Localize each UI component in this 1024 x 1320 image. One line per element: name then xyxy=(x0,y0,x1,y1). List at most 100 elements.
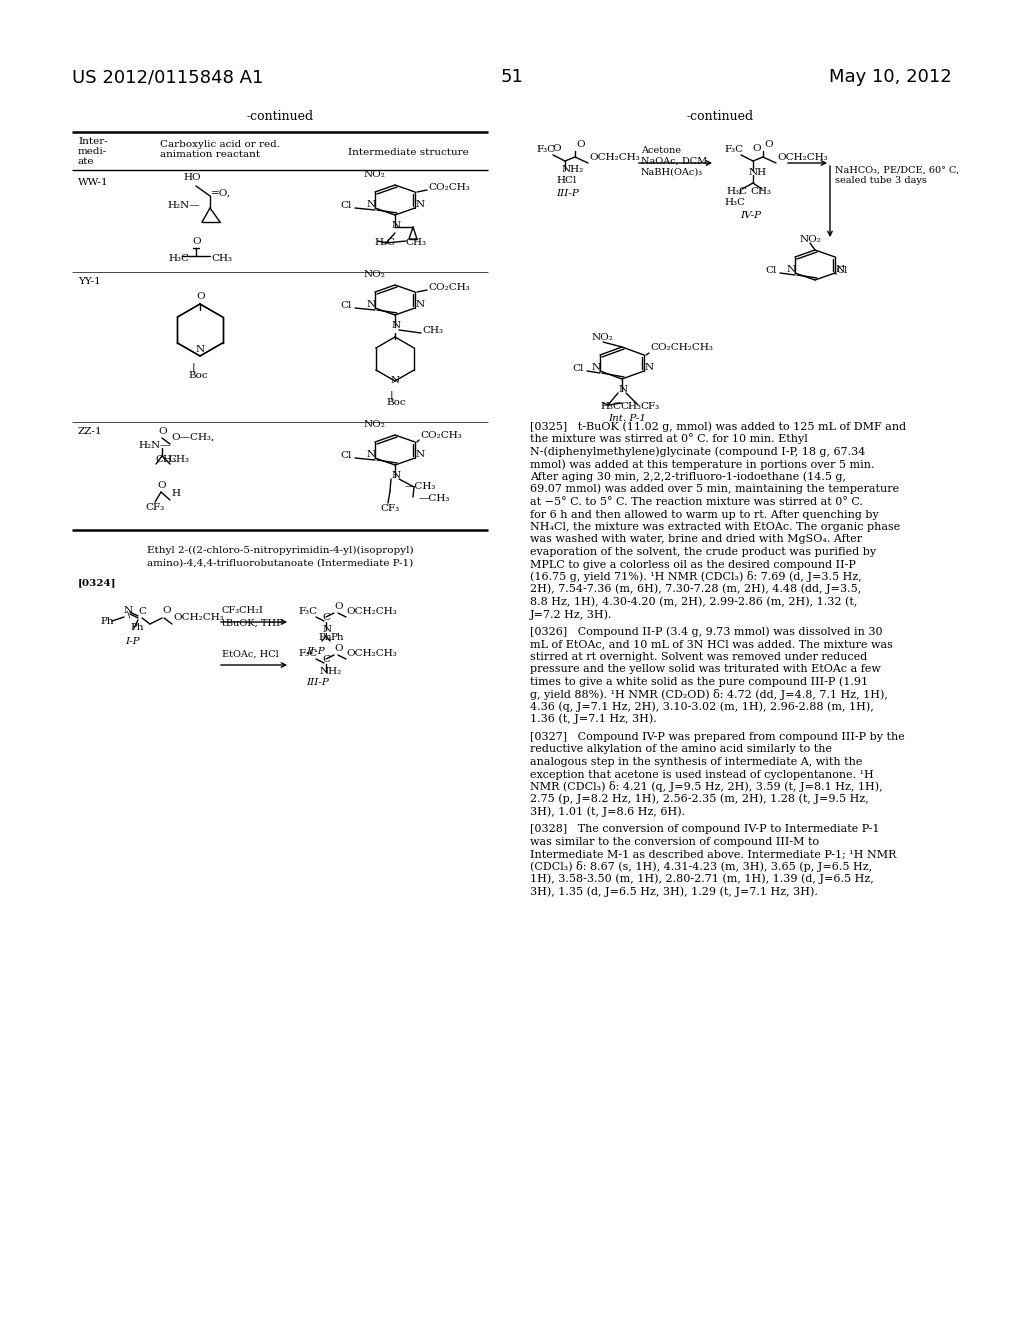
Text: 51: 51 xyxy=(501,69,523,86)
Text: exception that acetone is used instead of cyclopentanone. ¹H: exception that acetone is used instead o… xyxy=(530,770,873,780)
Text: [0327]   Compound IV-P was prepared from compound III-P by the: [0327] Compound IV-P was prepared from c… xyxy=(530,733,905,742)
Text: 3H), 1.01 (t, J=8.6 Hz, 6H).: 3H), 1.01 (t, J=8.6 Hz, 6H). xyxy=(530,807,685,817)
Text: -continued: -continued xyxy=(247,110,313,123)
Text: O: O xyxy=(158,426,167,436)
Text: 1H), 3.58-3.50 (m, 1H), 2.80-2.71 (m, 1H), 1.39 (d, J=6.5 Hz,: 1H), 3.58-3.50 (m, 1H), 2.80-2.71 (m, 1H… xyxy=(530,874,873,884)
Text: tBuOK, THF: tBuOK, THF xyxy=(222,619,283,628)
Text: OCH₂CH₃: OCH₂CH₃ xyxy=(346,607,396,616)
Text: O: O xyxy=(764,140,773,149)
Text: CO₂CH₂CH₃: CO₂CH₂CH₃ xyxy=(650,343,713,352)
Text: N: N xyxy=(124,606,133,615)
Text: medi-: medi- xyxy=(78,147,108,156)
Text: N: N xyxy=(416,300,425,309)
Text: III-P: III-P xyxy=(556,189,579,198)
Text: O: O xyxy=(552,144,560,153)
Text: [0324]: [0324] xyxy=(78,578,117,587)
Text: CH₃: CH₃ xyxy=(422,326,443,335)
Text: Cl: Cl xyxy=(340,301,351,310)
Text: Ph: Ph xyxy=(130,623,143,632)
Text: O: O xyxy=(162,606,171,615)
Text: OCH₂CH₃: OCH₂CH₃ xyxy=(589,153,640,162)
Text: N-(diphenylmethylene)glycinate (compound I-P, 18 g, 67.34: N-(diphenylmethylene)glycinate (compound… xyxy=(530,446,865,457)
Text: H₂N—: H₂N— xyxy=(138,441,171,450)
Text: Cl: Cl xyxy=(572,364,584,374)
Text: was similar to the conversion of compound III-M to: was similar to the conversion of compoun… xyxy=(530,837,819,847)
Text: NO₂: NO₂ xyxy=(364,170,386,180)
Text: CO₂CH₃: CO₂CH₃ xyxy=(428,282,470,292)
Text: N: N xyxy=(323,624,332,634)
Text: OCH₂CH₃: OCH₂CH₃ xyxy=(777,153,827,162)
Text: Intermediate M-1 as described above. Intermediate P-1; ¹H NMR: Intermediate M-1 as described above. Int… xyxy=(530,850,896,859)
Text: NO₂: NO₂ xyxy=(364,271,386,279)
Text: =O,: =O, xyxy=(211,189,231,198)
Text: NH: NH xyxy=(749,168,767,177)
Text: F₃C: F₃C xyxy=(298,649,317,657)
Text: animation reactant: animation reactant xyxy=(160,150,260,158)
Text: O: O xyxy=(334,644,343,653)
Text: N: N xyxy=(416,201,425,209)
Text: [0328]   The conversion of compound IV-P to Intermediate P-1: [0328] The conversion of compound IV-P t… xyxy=(530,825,880,834)
Text: N: N xyxy=(196,345,205,354)
Text: 3H), 1.35 (d, J=6.5 Hz, 3H), 1.29 (t, J=7.1 Hz, 3H).: 3H), 1.35 (d, J=6.5 Hz, 3H), 1.29 (t, J=… xyxy=(530,887,818,898)
Text: C: C xyxy=(138,607,146,616)
Text: H₃C: H₃C xyxy=(168,253,189,263)
Text: |: | xyxy=(390,389,393,400)
Text: analogous step in the synthesis of intermediate A, with the: analogous step in the synthesis of inter… xyxy=(530,756,862,767)
Text: OCH₂CH₃: OCH₂CH₃ xyxy=(173,612,224,622)
Text: After aging 30 min, 2,2,2-trifluoro-1-iodoethane (14.5 g,: After aging 30 min, 2,2,2-trifluoro-1-io… xyxy=(530,471,846,482)
Text: CH₃: CH₃ xyxy=(620,403,641,411)
Text: Cl: Cl xyxy=(340,451,351,459)
Text: I-P: I-P xyxy=(125,638,139,645)
Text: C: C xyxy=(322,655,330,664)
Text: N: N xyxy=(367,300,376,309)
Text: NO₂: NO₂ xyxy=(364,420,386,429)
Text: NO₂: NO₂ xyxy=(800,235,822,244)
Text: EtOAc, HCl: EtOAc, HCl xyxy=(222,649,279,659)
Text: H₂N—: H₂N— xyxy=(167,201,200,210)
Text: at −5° C. to 5° C. The reaction mixture was stirred at 0° C.: at −5° C. to 5° C. The reaction mixture … xyxy=(530,498,863,507)
Text: CH₃: CH₃ xyxy=(211,253,232,263)
Text: sealed tube 3 days: sealed tube 3 days xyxy=(835,176,927,185)
Text: O: O xyxy=(193,238,201,246)
Text: CF₃: CF₃ xyxy=(145,503,164,512)
Text: (16.75 g, yield 71%). ¹H NMR (CDCl₃) δ: 7.69 (d, J=3.5 Hz,: (16.75 g, yield 71%). ¹H NMR (CDCl₃) δ: … xyxy=(530,572,862,582)
Text: ZZ-1: ZZ-1 xyxy=(78,426,102,436)
Text: O: O xyxy=(575,140,585,149)
Text: NaOAc, DCM: NaOAc, DCM xyxy=(641,157,708,166)
Text: Intermediate structure: Intermediate structure xyxy=(348,148,469,157)
Text: \: \ xyxy=(127,610,130,619)
Text: 8.8 Hz, 1H), 4.30-4.20 (m, 2H), 2.99-2.86 (m, 2H), 1.32 (t,: 8.8 Hz, 1H), 4.30-4.20 (m, 2H), 2.99-2.8… xyxy=(530,597,857,607)
Text: F₃C: F₃C xyxy=(536,145,555,154)
Text: F₃C: F₃C xyxy=(298,607,317,616)
Text: H₃C: H₃C xyxy=(600,403,621,411)
Text: F₃C: F₃C xyxy=(724,145,743,154)
Text: NaBH(OAc)₃: NaBH(OAc)₃ xyxy=(641,168,703,177)
Text: N: N xyxy=(391,376,400,385)
Text: 4.36 (q, J=7.1 Hz, 2H), 3.10-3.02 (m, 1H), 2.96-2.88 (m, 1H),: 4.36 (q, J=7.1 Hz, 2H), 3.10-3.02 (m, 1H… xyxy=(530,701,873,711)
Text: HO: HO xyxy=(183,173,201,182)
Text: Carboxylic acid or red.: Carboxylic acid or red. xyxy=(160,140,280,149)
Text: YY-1: YY-1 xyxy=(78,277,100,286)
Text: NaHCO₃, PE/DCE, 60° C,: NaHCO₃, PE/DCE, 60° C, xyxy=(835,166,959,176)
Text: 2H), 7.54-7.36 (m, 6H), 7.30-7.28 (m, 2H), 4.48 (dd, J=3.5,: 2H), 7.54-7.36 (m, 6H), 7.30-7.28 (m, 2H… xyxy=(530,583,861,594)
Text: Cl: Cl xyxy=(340,201,351,210)
Text: O: O xyxy=(157,480,166,490)
Text: II-P: II-P xyxy=(306,647,325,656)
Text: 69.07 mmol) was added over 5 min, maintaining the temperature: 69.07 mmol) was added over 5 min, mainta… xyxy=(530,484,899,495)
Text: mmol) was added at this temperature in portions over 5 min.: mmol) was added at this temperature in p… xyxy=(530,459,874,470)
Text: Cl: Cl xyxy=(836,267,848,275)
Text: N: N xyxy=(836,265,845,275)
Text: NO₂: NO₂ xyxy=(592,333,613,342)
Text: reductive alkylation of the amino acid similarly to the: reductive alkylation of the amino acid s… xyxy=(530,744,831,755)
Text: O: O xyxy=(196,292,205,301)
Text: N: N xyxy=(592,363,601,372)
Text: Ph: Ph xyxy=(100,616,114,626)
Text: III-P: III-P xyxy=(306,678,329,686)
Text: pressure and the yellow solid was triturated with EtOAc a few: pressure and the yellow solid was tritur… xyxy=(530,664,881,675)
Text: H₃C: H₃C xyxy=(724,198,745,207)
Text: |: | xyxy=(193,362,196,371)
Text: C: C xyxy=(322,612,330,622)
Text: NMR (CDCl₃) δ: 4.21 (q, J=9.5 Hz, 2H), 3.59 (t, J=8.1 Hz, 1H),: NMR (CDCl₃) δ: 4.21 (q, J=9.5 Hz, 2H), 3… xyxy=(530,781,883,792)
Text: US 2012/0115848 A1: US 2012/0115848 A1 xyxy=(72,69,263,86)
Text: N: N xyxy=(367,201,376,209)
